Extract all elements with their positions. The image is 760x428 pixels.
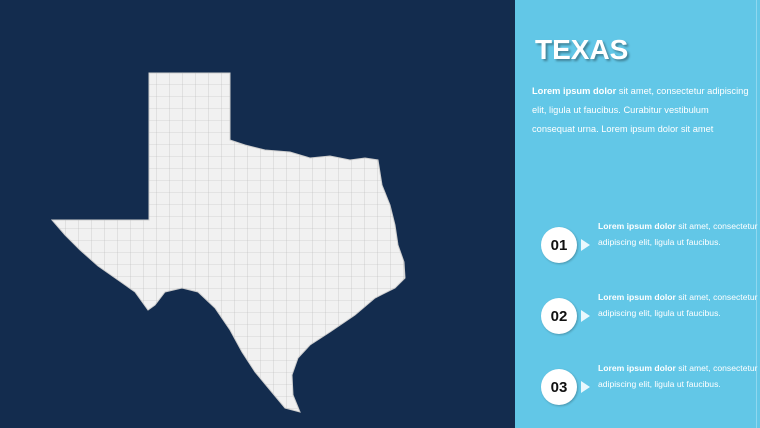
list-item: 03 Lorem ipsum dolor sit amet, consectet… xyxy=(541,360,760,420)
panel-title: TEXAS xyxy=(535,34,629,65)
number-badge: 03 xyxy=(541,369,577,405)
item-body: sit amet, consectetur adipiscing elit, l… xyxy=(598,292,758,318)
item-body: sit amet, consectetur adipiscing elit, l… xyxy=(598,363,758,389)
item-bold: Lorem ipsum dolor xyxy=(598,221,676,231)
item-text: Lorem ipsum dolor sit amet, consectetur … xyxy=(598,360,758,392)
item-text: Lorem ipsum dolor sit amet, consectetur … xyxy=(598,218,758,250)
list-item: 02 Lorem ipsum dolor sit amet, consectet… xyxy=(541,289,760,349)
texas-map xyxy=(50,72,406,413)
county-lines xyxy=(52,73,405,412)
item-bold: Lorem ipsum dolor xyxy=(598,292,676,302)
item-text: Lorem ipsum dolor sit amet, consectetur … xyxy=(598,289,758,321)
arrow-icon xyxy=(581,381,590,393)
panel-edge-line xyxy=(756,0,757,428)
description-bold: Lorem ipsum dolor xyxy=(532,86,617,96)
description-text: sit amet, consectetur adipiscing elit, l… xyxy=(532,86,749,134)
number-badge: 01 xyxy=(541,227,577,263)
number-badge: 02 xyxy=(541,298,577,334)
arrow-icon xyxy=(581,310,590,322)
item-bold: Lorem ipsum dolor xyxy=(598,363,676,373)
info-panel: TEXAS Lorem ipsum dolor sit amet, consec… xyxy=(515,0,760,428)
arrow-icon xyxy=(581,239,590,251)
list-item: 01 Lorem ipsum dolor sit amet, consectet… xyxy=(541,218,760,278)
panel-description: Lorem ipsum dolor sit amet, consectetur … xyxy=(532,82,754,139)
item-body: sit amet, consectetur adipiscing elit, l… xyxy=(598,221,758,247)
